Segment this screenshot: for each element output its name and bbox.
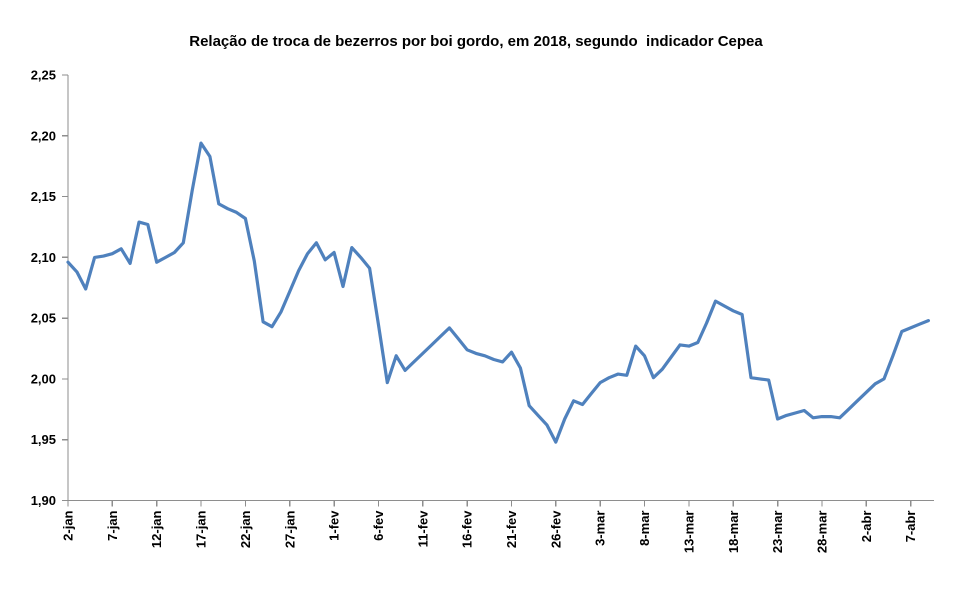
y-tick-label: 1,90	[31, 493, 56, 508]
x-tick-label: 7-abr	[903, 511, 918, 543]
y-tick-label: 2,15	[31, 189, 56, 204]
x-tick-label: 26-fev	[548, 510, 563, 548]
x-tick-label: 12-jan	[149, 510, 164, 548]
x-tick-label: 28-mar	[814, 511, 829, 554]
x-tick-label: 1-fev	[327, 510, 342, 541]
x-tick-label: 21-fev	[504, 510, 519, 548]
x-tick-label: 13-mar	[681, 511, 696, 554]
x-tick-label: 27-jan	[282, 510, 297, 548]
x-tick-label: 16-fev	[460, 510, 475, 548]
x-tick-label: 22-jan	[238, 510, 253, 548]
data-series-line	[66, 141, 931, 444]
x-tick-label: 3-mar	[593, 511, 608, 546]
y-axis: 2,25 2,20 2,15 2,10 2,05 2,00 1,95 1,90	[31, 68, 69, 508]
x-tick-label: 6-fev	[371, 510, 386, 541]
x-tick-label: 18-mar	[726, 511, 741, 554]
y-tick-label: 1,95	[31, 432, 56, 447]
x-tick-label: 17-jan	[194, 510, 209, 548]
y-tick-label: 2,20	[31, 128, 56, 143]
y-tick-label: 2,00	[31, 371, 56, 386]
y-tick-label: 2,10	[31, 250, 56, 265]
x-tick-label: 7-jan	[105, 510, 120, 540]
x-tick-label: 2-abr	[859, 511, 874, 543]
x-tick-label: 11-fev	[415, 510, 430, 548]
x-tick-label: 8-mar	[637, 511, 652, 546]
y-tick-label: 2,05	[31, 311, 56, 326]
data-series-group	[66, 141, 931, 444]
y-tick-label: 2,25	[31, 68, 56, 83]
x-tick-label: 2-jan	[61, 510, 76, 540]
x-tick-label: 23-mar	[770, 511, 785, 554]
chart-title: Relação de troca de bezerros por boi gor…	[189, 33, 763, 50]
x-axis: 2-jan 7-jan 12-jan 17-jan 22-jan 27-jan 1-fev 6…	[61, 499, 934, 554]
